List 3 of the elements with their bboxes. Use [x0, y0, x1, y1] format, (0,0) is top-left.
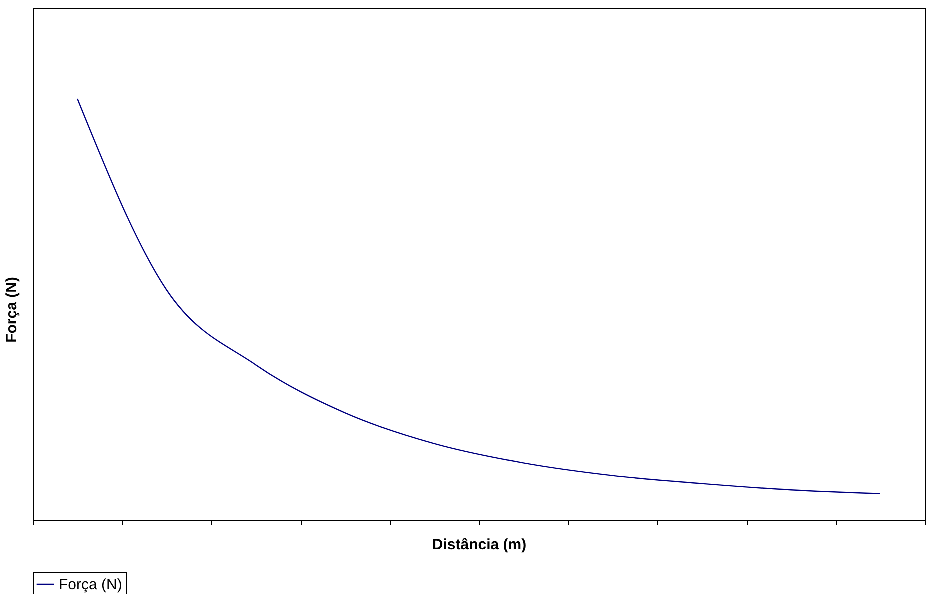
y-axis-title: Força (N) — [4, 277, 20, 343]
legend-label: Força (N) — [59, 576, 122, 594]
x-axis-title: Distância (m) — [432, 536, 527, 554]
